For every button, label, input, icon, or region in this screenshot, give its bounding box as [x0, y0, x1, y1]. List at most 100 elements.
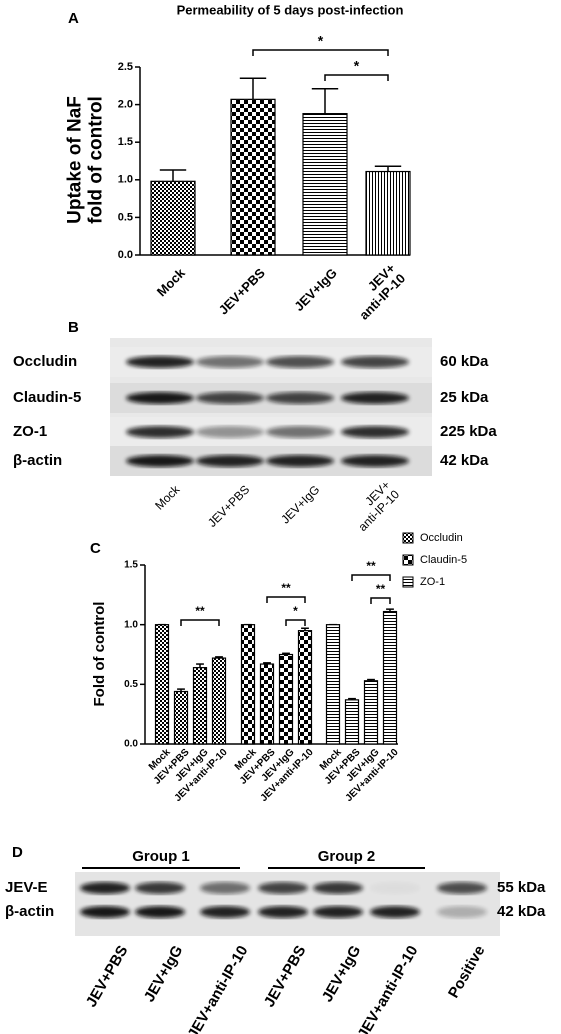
y-tick-label: 2.0	[118, 99, 133, 111]
protein-label: Claudin-5	[13, 389, 81, 406]
x-tick-label: Mock	[154, 265, 189, 300]
blot-band	[437, 906, 487, 918]
y-tick-label: 1.5	[124, 560, 138, 571]
bar	[240, 624, 256, 745]
lane-label: JEV+anti-IP-10	[184, 943, 251, 1034]
y-tick-label: 0.0	[124, 739, 138, 750]
panel-label: C	[90, 540, 101, 557]
y-tick-label: 1.0	[118, 174, 133, 186]
size-label: 55 kDa	[497, 879, 546, 896]
bar	[150, 180, 196, 256]
blot-band	[196, 455, 264, 467]
legend-label: Claudin-5	[420, 554, 467, 566]
bar	[259, 663, 275, 745]
panel-label: A	[68, 10, 79, 27]
group-label: Group 2	[318, 848, 376, 865]
significance-bracket	[252, 49, 389, 56]
legend-label: Occludin	[420, 532, 463, 544]
blot-band	[200, 882, 250, 894]
blot-band	[370, 882, 420, 894]
bar	[211, 657, 227, 745]
bar	[363, 680, 379, 745]
significance-label: **	[195, 604, 205, 618]
x-tick-label: JEV+IgG	[291, 265, 340, 314]
size-label: 60 kDa	[440, 353, 489, 370]
bar	[154, 624, 170, 745]
y-tick-label: 1.0	[124, 619, 138, 630]
blot-band	[313, 906, 363, 918]
blot-band	[126, 426, 194, 438]
significance-bracket	[370, 597, 391, 604]
blot-band	[196, 392, 264, 404]
bar	[230, 98, 276, 256]
blot-band	[196, 426, 264, 438]
panel-label: B	[68, 319, 79, 336]
x-tick-label: JEV+anti-IP-10	[346, 260, 408, 322]
blot-band	[266, 426, 334, 438]
significance-bracket	[285, 619, 306, 626]
blot-background	[75, 872, 500, 936]
lane-label: JEV+IgG	[141, 943, 187, 1005]
blot-band	[266, 392, 334, 404]
lane-label: JEV+anti-IP-10	[346, 478, 402, 534]
blot-band	[126, 392, 194, 404]
significance-label: **	[376, 582, 386, 596]
blot-band	[135, 882, 185, 894]
y-tick-label: 0.0	[118, 249, 133, 261]
size-label: 42 kDa	[497, 903, 546, 920]
significance-label: *	[293, 604, 298, 618]
blot-band	[341, 392, 409, 404]
bar	[192, 667, 208, 745]
bar	[325, 624, 341, 745]
bar	[173, 690, 189, 745]
y-axis-label: Uptake of NaFfold of control	[65, 96, 107, 224]
protein-label: ZO-1	[13, 423, 47, 440]
lane-label: JEV+IgG	[319, 943, 365, 1005]
significance-label: **	[281, 581, 291, 595]
blot-band	[266, 455, 334, 467]
size-label: 225 kDa	[440, 423, 497, 440]
blot-band	[341, 426, 409, 438]
blot-band	[266, 356, 334, 368]
blot-band	[341, 356, 409, 368]
significance-label: *	[318, 33, 324, 49]
legend-swatch	[402, 532, 414, 544]
lane-label: JEV+anti-IP-10	[354, 943, 421, 1034]
bar	[278, 653, 294, 745]
group-label: Group 1	[132, 848, 190, 865]
lane-label: JEV+IgG	[278, 482, 322, 526]
significance-label: *	[354, 58, 360, 74]
blot-band	[370, 906, 420, 918]
x-tick-label: JEV+PBS	[216, 265, 268, 317]
lane-label: JEV+PBS	[83, 943, 132, 1010]
protein-label: β-actin	[13, 452, 62, 469]
protein-label: JEV-E	[5, 879, 48, 896]
significance-bracket	[180, 619, 220, 626]
protein-label: β-actin	[5, 903, 54, 920]
y-tick-label: 1.5	[118, 136, 133, 148]
legend-swatch	[402, 554, 414, 566]
size-label: 25 kDa	[440, 389, 489, 406]
bar	[302, 113, 348, 256]
chart-title: Permeability of 5 days post-infection	[177, 2, 404, 17]
legend-swatch	[402, 576, 414, 588]
y-tick-label: 0.5	[124, 679, 138, 690]
y-axis-label: Fold of control	[91, 602, 108, 707]
legend-label: ZO-1	[420, 576, 445, 588]
significance-bracket	[266, 596, 306, 603]
lane-label: JEV+PBS	[261, 943, 310, 1010]
blot-band	[80, 906, 130, 918]
blot-band	[196, 356, 264, 368]
blot-band	[437, 882, 487, 894]
panel-label: D	[12, 844, 23, 861]
bar	[344, 699, 360, 745]
blot-band	[200, 906, 250, 918]
significance-bracket	[351, 574, 391, 581]
blot-band	[341, 455, 409, 467]
bar	[365, 170, 411, 256]
blot-band	[258, 882, 308, 894]
protein-label: Occludin	[13, 353, 77, 370]
blot-band	[313, 882, 363, 894]
blot-band	[126, 455, 194, 467]
